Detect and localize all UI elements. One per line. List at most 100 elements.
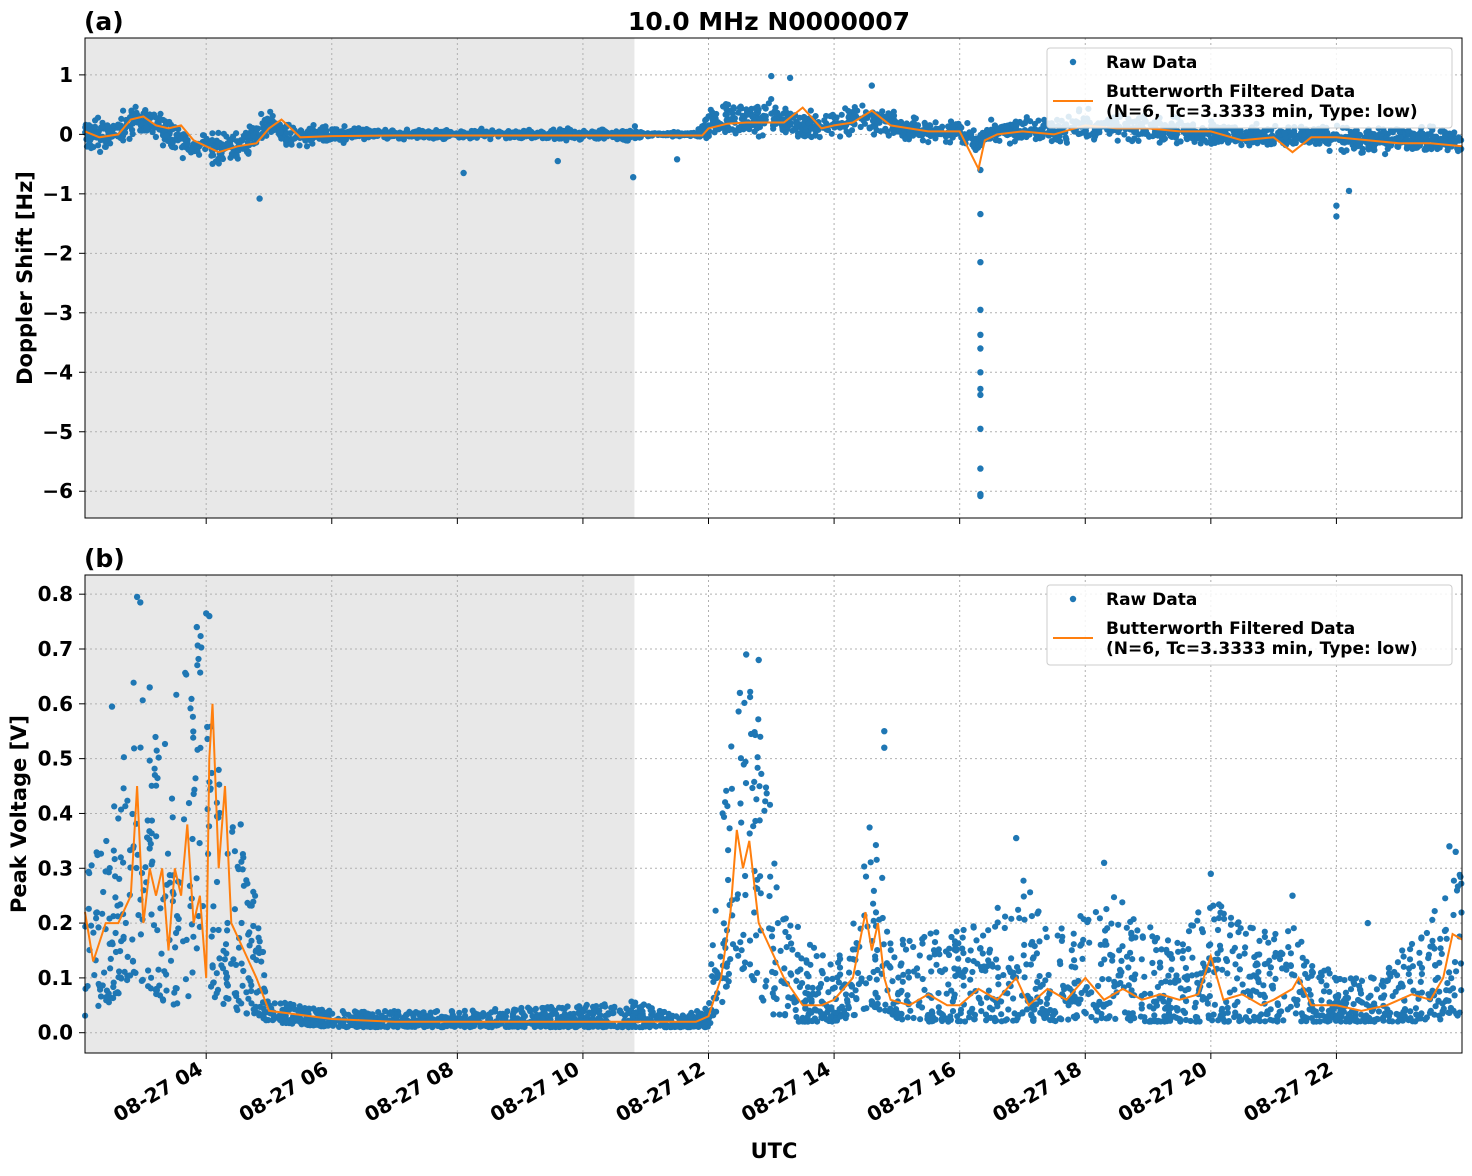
panel-1-raw-point [1139, 1005, 1145, 1011]
panel-1-raw-point [145, 983, 151, 989]
panel-1-raw-point [780, 916, 786, 922]
panel-0-raw-outlier-3 [630, 174, 636, 180]
panel-1-raw-point [992, 1015, 998, 1021]
panel-0-raw-point [964, 120, 970, 126]
panel-0-raw-point [1013, 123, 1019, 129]
panel-0-raw-point [196, 152, 202, 158]
panel-a-legend-filtered-params: (N=6, Tc=3.3333 min, Type: low) [1106, 102, 1418, 122]
panel-a-label: (a) [84, 7, 124, 36]
panel-1-raw-point [106, 916, 112, 922]
panel-1-raw-point [1326, 989, 1332, 995]
panel-0-raw-point [1322, 138, 1328, 144]
panel-1-raw-point [960, 935, 966, 941]
panel-1-raw-point [1069, 947, 1075, 953]
panel-1-raw-point [1206, 982, 1212, 988]
panel-1-raw-point [472, 1010, 478, 1016]
panel-1-raw-point [1119, 943, 1125, 949]
panel-0-raw-outlier-6 [787, 75, 793, 81]
panel-1-raw-point [1215, 927, 1221, 933]
panel-1-raw-point [253, 949, 259, 955]
panel-1-raw-point [216, 782, 222, 788]
panel-0-raw-point [160, 142, 166, 148]
panel-1-raw-point [764, 790, 770, 796]
panel-1-raw-point [1371, 1019, 1377, 1025]
panel-1-raw-point [1442, 895, 1448, 901]
panel-1-raw-point [1034, 979, 1040, 985]
panel-1-raw-point [741, 965, 747, 971]
panel-a-legend-raw: Raw Data [1106, 53, 1197, 73]
panel-1-raw-point [919, 1004, 925, 1010]
panel-1-raw-point [921, 987, 927, 993]
panel-1-raw-point [1453, 968, 1459, 974]
panel-0-raw-point [737, 105, 743, 111]
panel-1-raw-point [224, 974, 230, 980]
chart-title: 10.0 MHz N0000007 [628, 7, 910, 36]
panel-1-raw-point [111, 803, 117, 809]
panel-0-raw-point [854, 108, 860, 114]
panel-0-raw-point [178, 136, 184, 142]
panel-0-raw-point [1327, 148, 1333, 154]
panel-1-raw-point [1318, 997, 1324, 1003]
panel-1-raw-point [152, 766, 158, 772]
panel-1-raw-point [771, 986, 777, 992]
panel-0-raw-point [292, 136, 298, 142]
panel-1-raw-point [247, 942, 253, 948]
panel-0-raw-point [526, 131, 532, 137]
panel-1-raw-point [907, 938, 913, 944]
panel-1-raw-point [214, 970, 220, 976]
panel-1-raw-point [149, 818, 155, 824]
panel-1-raw-point [232, 848, 238, 854]
panel-1-raw-point [222, 956, 228, 962]
panel-0-raw-point [1063, 134, 1069, 140]
panel-1-raw-point [1438, 945, 1444, 951]
panel-1-raw-point [1027, 889, 1033, 895]
panel-0-raw-outlier-12 [977, 332, 983, 338]
panel-0-raw-point [1218, 138, 1224, 144]
panel-1-raw-point [173, 692, 179, 698]
panel-1-raw-point [945, 981, 951, 987]
panel-1-raw-point [382, 1008, 388, 1014]
panel-1-raw-point [1022, 974, 1028, 980]
panel-1-raw-point [872, 953, 878, 959]
panel-0-raw-point [808, 134, 814, 140]
panel-1-raw-point [1439, 951, 1445, 957]
panel-1-raw-point [130, 959, 136, 965]
panel-1-raw-point [993, 956, 999, 962]
panel-0-raw-point [727, 117, 733, 123]
panel-1-raw-point [1002, 914, 1008, 920]
panel-0-raw-point [829, 131, 835, 137]
panel-0-raw-point [770, 126, 776, 132]
panel-1-raw-point [1174, 1015, 1180, 1021]
panel-1-raw-point [717, 954, 723, 960]
panel-1-raw-point [1386, 965, 1392, 971]
panel-1-raw-point [879, 875, 885, 881]
panel-1-raw-point [1311, 1019, 1317, 1025]
panel-1-raw-point [1394, 972, 1400, 978]
panel-1-raw-point [867, 824, 873, 830]
panel-0-raw-point [209, 137, 215, 143]
panel-0-raw-point [837, 133, 843, 139]
panel-1-raw-point [223, 995, 229, 1001]
panel-1-raw-point [1021, 893, 1027, 899]
panel-1-raw-point [933, 929, 939, 935]
panel-0-raw-point [166, 119, 172, 125]
panel-1-raw-point [782, 1012, 788, 1018]
panel-1-raw-point [1458, 987, 1464, 993]
panel-a-legend-filtered: Butterworth Filtered Data [1106, 82, 1355, 102]
panel-0-raw-point [216, 160, 222, 166]
panel-1-raw-point [787, 923, 793, 929]
panel-1-raw-point [1419, 965, 1425, 971]
panel-1-raw-point [1129, 936, 1135, 942]
panel-a-shaded-region [85, 38, 634, 518]
panel-0-raw-point [1160, 130, 1166, 136]
panel-0-raw-point [1082, 128, 1088, 134]
panel-1-raw-point [232, 906, 238, 912]
panel-1-raw-point [1275, 1002, 1281, 1008]
panel-1-raw-point [771, 861, 777, 867]
panel-1-raw-point [1097, 915, 1103, 921]
panel-0-raw-point [97, 149, 103, 155]
panel-0-raw-point [902, 136, 908, 142]
panel-1-raw-point [1303, 1018, 1309, 1024]
panel-1-raw-point [724, 983, 730, 989]
panel-1-raw-point [1093, 1005, 1099, 1011]
